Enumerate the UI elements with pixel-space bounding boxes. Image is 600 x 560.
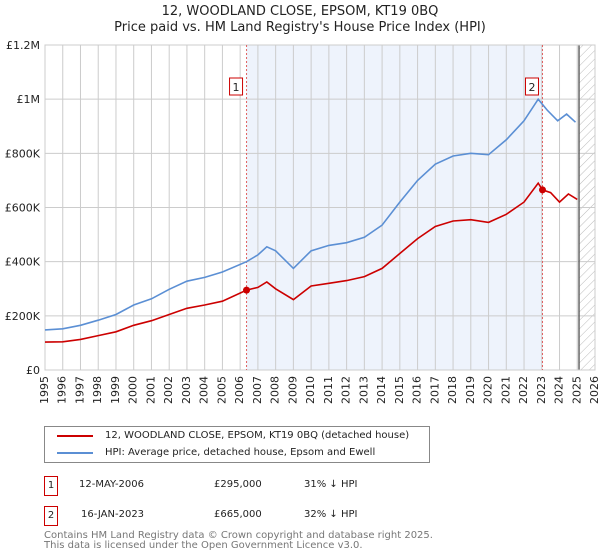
x-tick-label: 2022 [517,376,530,404]
y-tick-label: £800K [5,147,41,160]
x-tick-label: 2010 [304,376,317,404]
chart: 1995 1996 1997 1998 1999 2000 2001 2002 2003 2004… [5,39,600,404]
x-tick-label: 2009 [286,376,299,404]
x-tick-label: 2019 [464,376,477,404]
x-tick-label: 2004 [198,376,211,404]
sale-label: 1 [233,81,240,94]
x-tick-label: 1996 [56,376,69,404]
chart-title: 12, WOODLAND CLOSE, EPSOM, KT19 0BQ [161,4,439,19]
x-tick-label: 2000 [127,376,140,404]
x-tick-label: 1997 [73,376,86,404]
x-tick-label: 1995 [38,376,51,404]
x-tick-label: 2024 [553,376,566,404]
sale-label: 2 [528,81,535,94]
y-tick-label: £400K [5,256,41,269]
legend-item-property: 12, WOODLAND CLOSE, EPSOM, KT19 0BQ (det… [57,430,409,441]
x-tick-label: 2003 [180,376,193,404]
sale-point [538,186,546,194]
sale-label-box [524,77,539,96]
y-tick-label: £1M [17,93,41,106]
x-tick-label: 2025 [570,376,583,404]
transaction-row: 1 12-MAY-2006 £295,000 31% ↓ HPI [44,476,444,496]
plot-frame [44,44,596,371]
x-tick-label: 2018 [446,376,459,404]
chart-subtitle: Price paid vs. HM Land Registry's House … [114,20,486,35]
x-tick-label: 2014 [375,376,388,404]
marker-badge: 2 [44,506,58,526]
legend-item-hpi: HPI: Average price, detached house, Epso… [57,447,375,458]
sale-point [243,286,251,294]
y-tick-label: £600K [5,202,41,215]
x-tick-label: 2012 [340,376,353,404]
x-tick-label: 2013 [357,376,370,404]
x-tick-label: 2021 [499,376,512,404]
x-tick-label: 2015 [393,376,406,404]
x-tick-label: 2002 [162,376,175,404]
x-tick-label: 2001 [144,376,157,404]
x-tick-label: 2023 [535,376,548,404]
x-tick-label: 2006 [233,376,246,404]
x-tick-label: 2020 [482,376,495,404]
series-line [44,181,578,343]
x-tick-label: 1999 [109,376,122,404]
series-line [44,97,577,331]
x-tick-label: 2016 [411,376,424,404]
footer: Contains HM Land Registry data © Crown c… [44,530,433,551]
x-tick-label: 2026 [588,376,600,404]
x-tick-label: 2017 [428,376,441,404]
transaction-row: 2 16-JAN-2023 £665,000 32% ↓ HPI [44,506,444,526]
x-tick-label: 2011 [322,376,335,404]
x-tick-label: 2008 [269,376,282,404]
x-tick-label: 2005 [215,376,228,404]
marker-badge: 1 [44,476,58,496]
y-tick-label: £0 [26,364,40,377]
legend: 12, WOODLAND CLOSE, EPSOM, KT19 0BQ (det… [44,426,430,463]
x-tick-label: 1998 [91,376,104,404]
x-tick-label: 2007 [251,376,264,404]
y-tick-label: £200K [5,310,41,323]
sale-label-box [229,77,244,96]
y-tick-label: £1.2M [6,39,40,52]
